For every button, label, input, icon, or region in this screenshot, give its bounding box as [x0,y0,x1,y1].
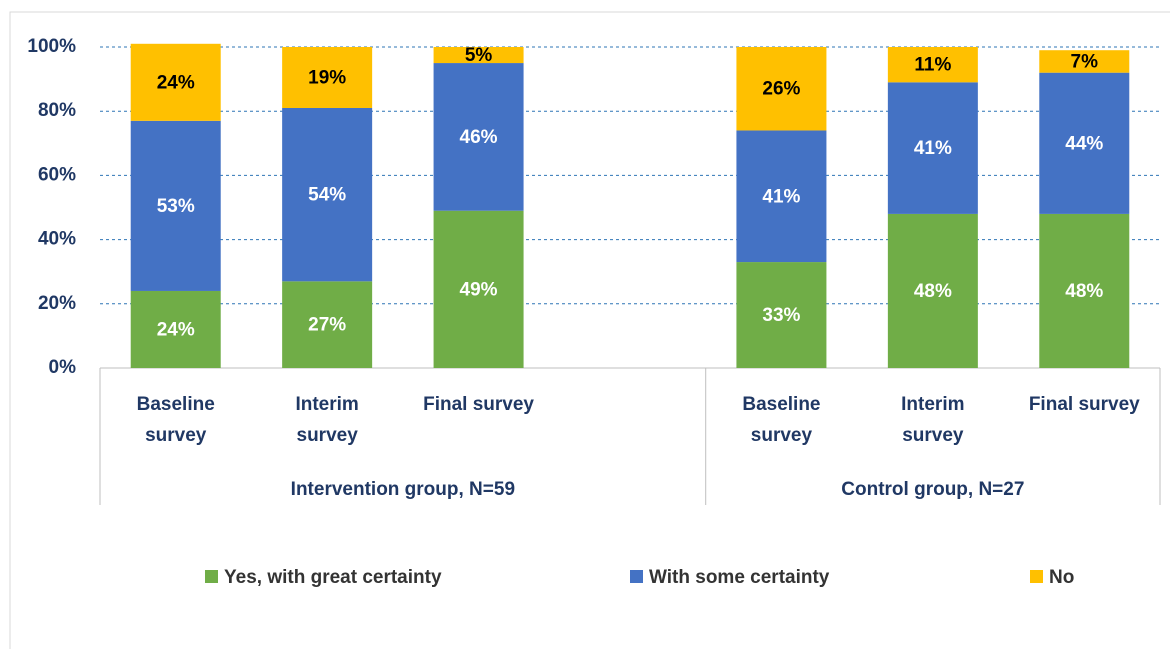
bar-segment [130,290,221,368]
data-label: 44% [1065,133,1103,154]
data-label: 24% [157,319,195,340]
data-label: 41% [762,186,800,207]
y-tick-label: 0% [49,357,77,378]
x-tick-label: Final survey [423,394,534,415]
bar-segment [282,47,373,108]
group-label: Intervention group, N=59 [291,479,515,500]
bar-segment [282,107,373,282]
x-tick-label: Interim survey [295,394,359,446]
legend-swatch [205,570,218,583]
bar-segment [887,82,978,214]
y-tick-label: 60% [38,164,76,185]
data-label: 48% [1065,281,1103,302]
data-label: 26% [762,79,800,100]
bar-segment [887,47,978,83]
frame [9,11,1170,649]
data-label: 11% [914,55,951,76]
bar-segment [282,281,373,368]
data-label: 24% [157,72,195,93]
bar-segment [736,130,827,263]
legend-label: With some certainty [649,567,830,588]
bar-segment [1039,50,1130,73]
data-label: 7% [1071,51,1099,72]
data-label: 53% [157,196,195,217]
group-label: Control group, N=27 [841,479,1024,500]
data-label: 33% [762,305,800,326]
data-label: 54% [308,185,346,206]
bar-segment [433,210,524,368]
data-label: 19% [308,68,346,89]
data-label: 27% [308,315,346,336]
data-label: 49% [460,279,498,300]
data-label: 46% [460,127,498,148]
bar-segment [130,120,221,291]
data-label: 41% [914,138,952,159]
legend-swatch [630,570,643,583]
x-tick-label: Final survey [1028,394,1140,415]
legend-swatch [1030,570,1043,583]
bar-segment [433,63,524,211]
x-tick-label: Baseline survey [742,394,821,446]
x-tick-label: Interim survey [901,394,965,446]
y-tick-label: 80% [38,100,76,121]
legend-label: Yes, with great certainty [224,567,442,588]
y-tick-label: 100% [27,36,76,57]
y-tick-label: 20% [38,293,76,314]
legend-label: No [1049,567,1074,588]
y-tick-label: 40% [38,229,76,250]
x-tick-label: Baseline survey [136,394,215,446]
bar-segment [887,213,978,368]
bar-segment [1039,213,1130,368]
data-label: 48% [914,281,952,302]
bar-segment [736,262,827,368]
bar-segment [433,47,524,64]
data-label: 5% [465,45,493,66]
bar-segment [130,43,221,121]
bar-segment [1039,72,1130,214]
bar-segment [736,47,827,131]
